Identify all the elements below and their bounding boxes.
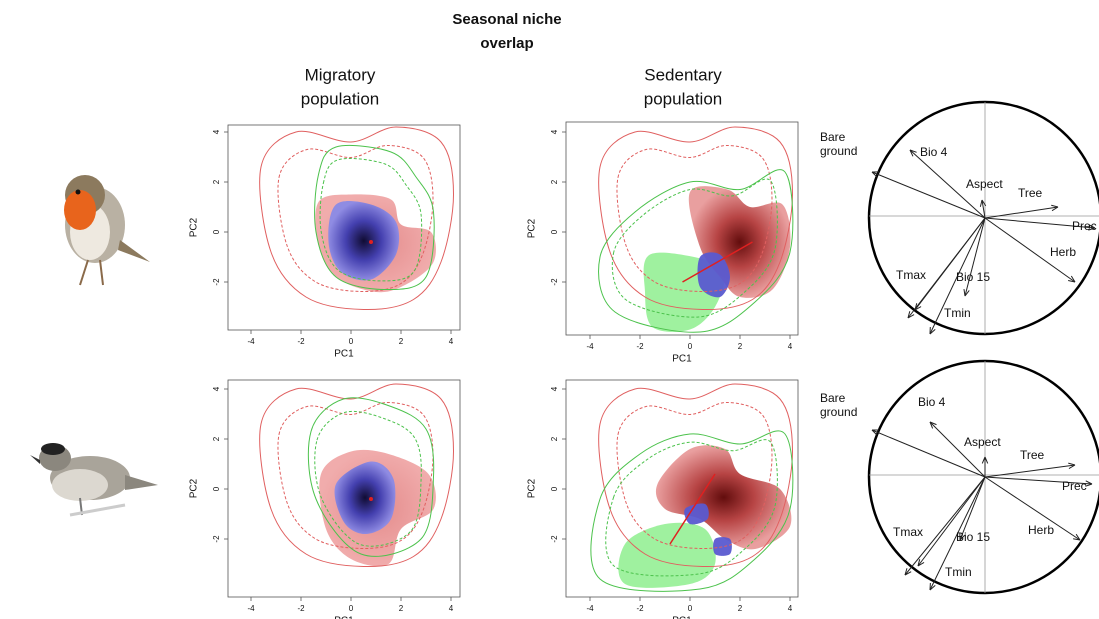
variable-label: Tree [1020, 448, 1070, 480]
variable-label-text: Bio 15 [956, 530, 1006, 544]
y-axis-label: PC2 [527, 478, 538, 498]
variable-label: Bare ground [820, 391, 870, 423]
y-tick-label: 4 [550, 386, 559, 391]
y-tick-label: 2 [212, 436, 221, 441]
variable-label: Tmax [893, 525, 943, 557]
x-tick-label: 2 [399, 604, 404, 613]
y-tick-label: -2 [212, 278, 221, 286]
variable-label: Bio 15 [956, 270, 1006, 302]
x-tick-label: 4 [449, 337, 454, 346]
variable-label-text: Tree [1020, 448, 1070, 462]
density-area [618, 523, 715, 588]
x-axis-label: PC1 [672, 354, 692, 365]
column-header: Sedentary [644, 65, 722, 84]
variable-label-text: Tmin [944, 306, 994, 320]
x-tick-label: 0 [688, 604, 693, 613]
variable-label-text: Bio 15 [956, 270, 1006, 284]
variable-label-text: Tmin [945, 565, 995, 579]
variable-label-text: Prec [1072, 219, 1099, 233]
y-tick-label: -2 [212, 535, 221, 543]
y-tick-label: 4 [550, 129, 559, 134]
blackcap-icon [30, 443, 158, 515]
column-header: population [644, 89, 722, 108]
variable-label-text: Aspect [964, 435, 1014, 449]
variable-label-text: Tmax [893, 525, 943, 539]
x-tick-label: 0 [688, 342, 693, 351]
x-tick-label: 2 [738, 342, 743, 351]
x-tick-label: -2 [297, 604, 305, 613]
y-tick-label: 2 [550, 179, 559, 184]
density-area [713, 537, 732, 556]
x-tick-label: -2 [297, 337, 305, 346]
centroid [369, 497, 373, 501]
x-tick-label: 2 [738, 604, 743, 613]
figure: Seasonal niche overlap Migratory populat… [0, 0, 1099, 619]
x-tick-label: 4 [788, 342, 793, 351]
x-tick-label: -2 [636, 604, 644, 613]
variable-label-text: Herb [1028, 523, 1078, 537]
variable-label-text: Bio 4 [920, 145, 970, 159]
x-tick-label: 4 [788, 604, 793, 613]
variable-label-text: Bare ground [820, 391, 870, 419]
robin-icon [64, 175, 150, 285]
variable-label: Tmin [944, 306, 994, 338]
variable-label: Tmin [945, 565, 995, 597]
variable-label: Herb [1028, 523, 1078, 555]
variable-label-text: Aspect [966, 177, 1016, 191]
y-tick-label: 0 [212, 229, 221, 234]
variable-label: Bare ground [820, 130, 870, 162]
x-axis-label: PC1 [334, 616, 354, 619]
variable-label: Bio 15 [956, 530, 1006, 562]
variable-label: Bio 4 [918, 395, 968, 427]
y-axis-label: PC2 [189, 217, 200, 237]
column-header: Migratory [305, 65, 376, 84]
y-tick-label: 2 [212, 179, 221, 184]
y-tick-label: 2 [550, 436, 559, 441]
x-tick-label: -4 [247, 604, 255, 613]
variable-label: Aspect [966, 177, 1016, 209]
x-tick-label: 0 [349, 604, 354, 613]
y-axis-label: PC2 [189, 478, 200, 498]
x-axis-label: PC1 [672, 616, 692, 619]
column-header: population [301, 89, 379, 108]
y-tick-label: 4 [212, 129, 221, 134]
x-tick-label: -4 [586, 604, 594, 613]
variable-label-text: Tree [1018, 186, 1068, 200]
variable-label: Tree [1018, 186, 1068, 218]
title: Seasonal niche [452, 11, 561, 28]
y-tick-label: 0 [550, 486, 559, 491]
y-tick-label: 4 [212, 386, 221, 391]
variable-label: Prec [1062, 479, 1099, 511]
variable-label-text: Bio 4 [918, 395, 968, 409]
variable-label-text: Prec [1062, 479, 1099, 493]
x-axis-label: PC1 [334, 349, 354, 360]
y-tick-label: -2 [550, 535, 559, 543]
centroid [369, 240, 373, 244]
y-axis-label: PC2 [527, 218, 538, 238]
y-tick-label: 0 [212, 486, 221, 491]
y-tick-label: 0 [550, 229, 559, 234]
x-tick-label: 2 [399, 337, 404, 346]
page: {"title_lines":["Seasonal niche","overla… [0, 0, 1099, 619]
x-tick-label: 0 [349, 337, 354, 346]
x-tick-label: -2 [636, 342, 644, 351]
x-tick-label: -4 [247, 337, 255, 346]
variable-label-text: Tmax [896, 268, 946, 282]
variable-label: Tmax [896, 268, 946, 300]
x-tick-label: -4 [586, 342, 594, 351]
variable-label: Aspect [964, 435, 1014, 467]
variable-label-text: Bare ground [820, 130, 870, 158]
variable-label: Herb [1050, 245, 1099, 277]
x-tick-label: 4 [449, 604, 454, 613]
variable-label: Bio 4 [920, 145, 970, 177]
variable-label-text: Herb [1050, 245, 1099, 259]
y-tick-label: -2 [550, 278, 559, 286]
title: overlap [480, 35, 533, 52]
